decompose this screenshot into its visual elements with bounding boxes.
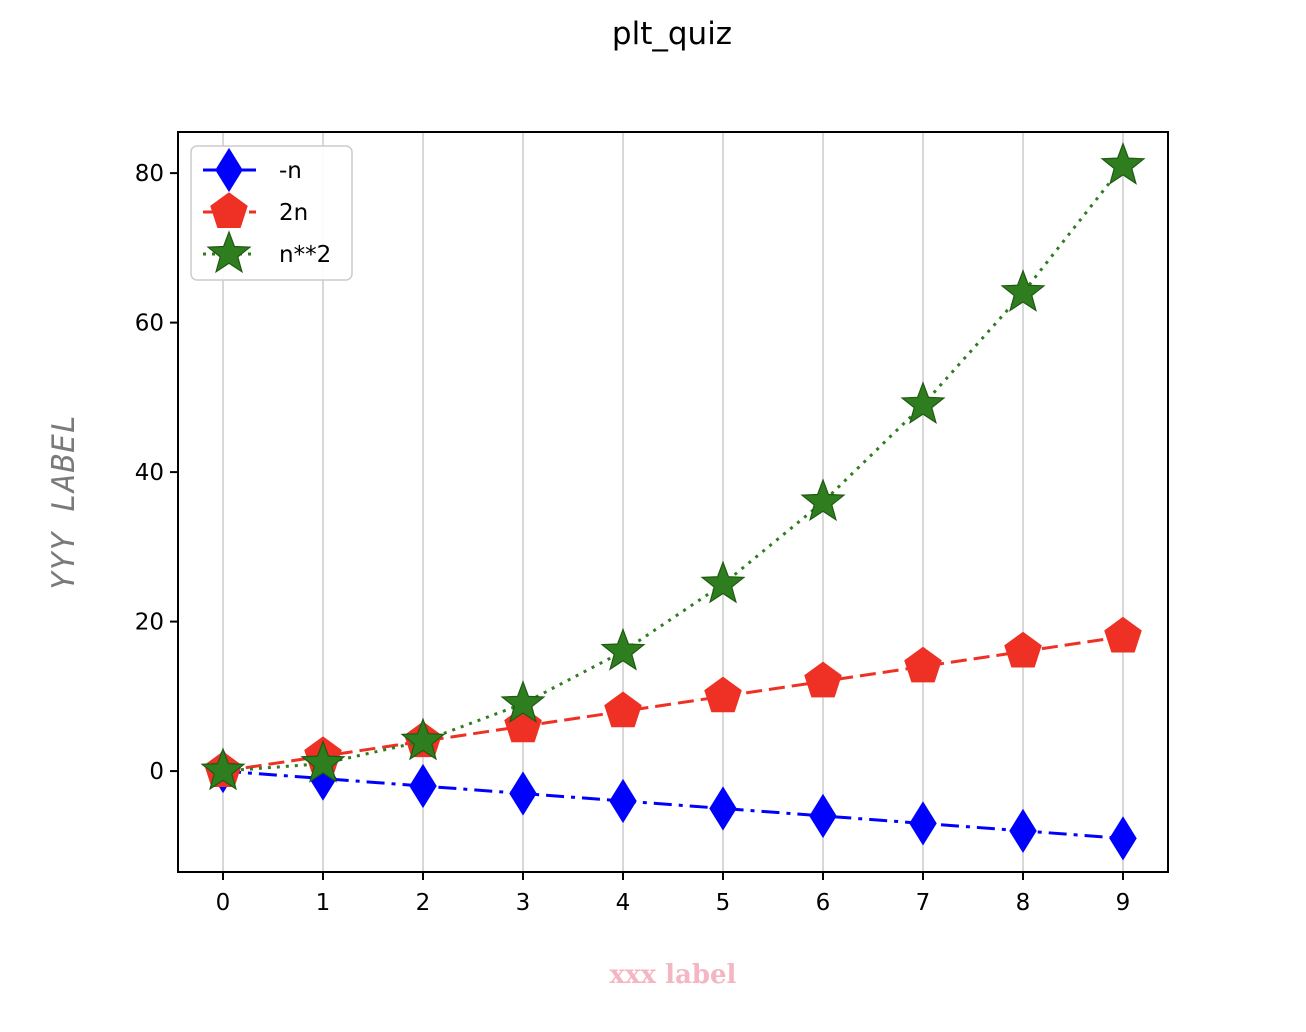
- series-0-point-2: [409, 763, 437, 809]
- series-0-point-8: [1009, 808, 1037, 854]
- series-2-point-2: [400, 717, 446, 761]
- series-1-point-4: [604, 691, 642, 728]
- y-tick-label-1: 20: [135, 610, 164, 636]
- y-tick-label-0: 0: [149, 759, 164, 785]
- x-tick-label-4: 4: [616, 890, 631, 916]
- axes-frame: [177, 131, 1169, 873]
- legend-label-1: 2n: [279, 200, 308, 226]
- y-axis-label: YYY LABEL: [46, 413, 82, 591]
- series-0-point-6: [809, 793, 837, 839]
- x-tick-label-0: 0: [216, 890, 231, 916]
- series-2-point-3: [500, 680, 546, 724]
- x-tick-label-9: 9: [1116, 890, 1131, 916]
- series-1-point-7: [904, 646, 942, 683]
- x-tick-label-6: 6: [816, 890, 831, 916]
- legend-marker-0: [215, 147, 243, 193]
- x-tick-label-2: 2: [416, 890, 431, 916]
- series-0-point-3: [509, 771, 537, 816]
- series-0-point-5: [709, 786, 737, 831]
- series-2-point-7: [900, 381, 946, 425]
- series-line-0: [222, 769, 1124, 840]
- series-1-point-6: [804, 661, 842, 698]
- series-2-point-5: [700, 560, 746, 604]
- y-tick-label-4: 80: [135, 161, 164, 187]
- y-tick-label-3: 60: [135, 311, 164, 337]
- series-line-1: [222, 635, 1124, 773]
- y-tick-label-2: 40: [135, 460, 164, 486]
- x-axis-label: xxx label: [609, 960, 737, 990]
- series-2-point-8: [1000, 268, 1046, 312]
- x-tick-label-5: 5: [716, 890, 731, 916]
- series-2: [200, 141, 1146, 791]
- legend: -n 2n n**2: [190, 145, 353, 281]
- legend-marker-2: [206, 230, 252, 274]
- series-2-point-0: [200, 747, 246, 791]
- series-1-point-9: [1104, 616, 1142, 653]
- x-tick-label-8: 8: [1016, 890, 1031, 916]
- x-tick-label-1: 1: [316, 890, 331, 916]
- legend-marker-1: [210, 192, 248, 228]
- series-0-point-4: [609, 778, 637, 824]
- series-1-point-8: [1004, 631, 1042, 668]
- series-2-point-6: [800, 478, 846, 522]
- series-2-point-1: [300, 739, 346, 783]
- series-2-point-9: [1100, 141, 1146, 185]
- series-2-point-4: [600, 627, 646, 671]
- series-0-point-9: [1109, 816, 1137, 861]
- legend-label-0: -n: [279, 158, 302, 184]
- legend-label-2: n**2: [279, 242, 331, 268]
- x-tick-label-7: 7: [916, 890, 931, 916]
- series-0-point-7: [909, 801, 937, 846]
- chart-title: plt_quiz: [611, 16, 733, 52]
- series-1-point-5: [704, 676, 742, 713]
- x-tick-label-3: 3: [516, 890, 531, 916]
